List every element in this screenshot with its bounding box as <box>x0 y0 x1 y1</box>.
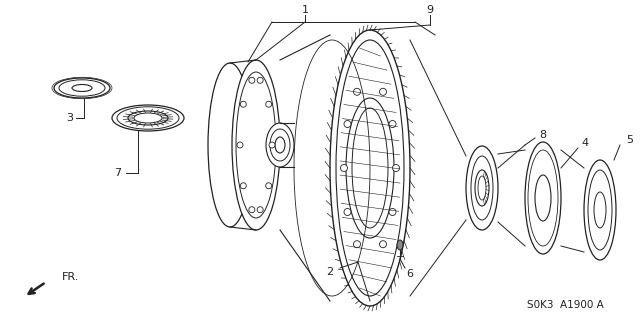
Ellipse shape <box>249 207 255 213</box>
Text: 1: 1 <box>301 5 308 15</box>
Ellipse shape <box>525 142 561 254</box>
Ellipse shape <box>535 175 551 221</box>
Ellipse shape <box>275 137 285 153</box>
Ellipse shape <box>389 209 396 216</box>
Ellipse shape <box>389 121 396 128</box>
Ellipse shape <box>112 105 184 131</box>
Ellipse shape <box>128 111 168 125</box>
Ellipse shape <box>466 146 498 230</box>
Text: 6: 6 <box>406 269 413 279</box>
Ellipse shape <box>257 207 263 213</box>
Ellipse shape <box>54 78 110 98</box>
Ellipse shape <box>353 241 360 248</box>
Ellipse shape <box>584 160 616 260</box>
Ellipse shape <box>208 63 252 227</box>
Ellipse shape <box>232 60 280 230</box>
Ellipse shape <box>475 170 489 206</box>
Ellipse shape <box>594 192 606 228</box>
Text: 9: 9 <box>426 5 433 15</box>
Ellipse shape <box>392 165 399 172</box>
Text: 8: 8 <box>540 130 547 140</box>
Ellipse shape <box>346 98 394 238</box>
Ellipse shape <box>240 183 246 189</box>
Ellipse shape <box>380 88 387 95</box>
Ellipse shape <box>330 30 410 306</box>
Ellipse shape <box>257 77 263 83</box>
Ellipse shape <box>266 183 272 189</box>
Ellipse shape <box>266 101 272 107</box>
Text: 7: 7 <box>115 168 122 178</box>
Text: 5: 5 <box>626 135 633 145</box>
Ellipse shape <box>269 142 275 148</box>
Ellipse shape <box>72 85 92 92</box>
Ellipse shape <box>266 123 294 167</box>
Ellipse shape <box>344 209 351 216</box>
Ellipse shape <box>344 121 351 128</box>
Ellipse shape <box>353 88 360 95</box>
Text: 2: 2 <box>326 267 333 277</box>
Text: 4: 4 <box>581 138 589 148</box>
Text: 3: 3 <box>67 113 74 123</box>
Ellipse shape <box>249 77 255 83</box>
Ellipse shape <box>340 165 348 172</box>
Ellipse shape <box>237 142 243 148</box>
Ellipse shape <box>397 240 403 250</box>
Text: FR.: FR. <box>62 272 79 282</box>
Text: S0K3  A1900 A: S0K3 A1900 A <box>527 300 604 310</box>
Ellipse shape <box>240 101 246 107</box>
Ellipse shape <box>380 241 387 248</box>
